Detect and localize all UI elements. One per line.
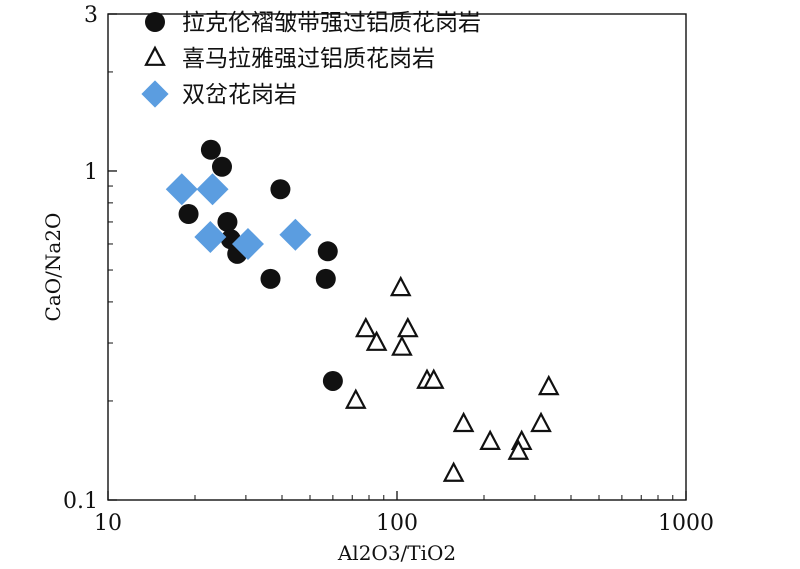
- triangle-point: [344, 388, 367, 409]
- circle-point: [200, 139, 221, 160]
- triangle-point: [537, 374, 560, 396]
- x-tick-label: 1000: [658, 511, 714, 536]
- legend-label: 喜马拉雅强过铝质花岗岩: [182, 46, 435, 72]
- legend-label: 拉克伦褶皱带强过铝质花岗岩: [182, 10, 481, 36]
- legend-diamond-marker: [141, 80, 169, 108]
- triangle-point: [452, 411, 475, 433]
- triangle-point: [507, 439, 530, 460]
- diamond-point: [196, 173, 229, 206]
- circle-point: [322, 370, 343, 391]
- circle-point: [178, 204, 199, 225]
- diamond-point: [231, 227, 264, 260]
- x-tick-label: 100: [376, 511, 418, 536]
- x-tick-label: 10: [94, 511, 122, 536]
- triangle-point: [530, 411, 552, 433]
- triangle-point: [396, 316, 419, 338]
- data-points: [165, 139, 560, 482]
- legend-triangle-marker: [144, 45, 166, 66]
- triangle-point: [422, 368, 445, 389]
- diamond-point: [194, 221, 227, 254]
- circle-point: [317, 241, 338, 262]
- circle-point: [270, 179, 291, 200]
- axis-ticks: 10 100 1000 0.1 1 3: [63, 3, 714, 536]
- x-axis-label: Al2O3/TiO2: [337, 541, 456, 565]
- triangle-point: [442, 461, 465, 482]
- triangle-point: [365, 330, 388, 351]
- legend-circle-marker: [145, 12, 165, 32]
- circle-point: [260, 268, 281, 289]
- triangle-point: [354, 316, 377, 338]
- y-tick-label: 1: [84, 160, 98, 185]
- triangle-point: [479, 429, 501, 450]
- circle-point: [211, 156, 232, 177]
- y-axis-label: CaO/Na2O: [41, 213, 65, 322]
- circle-point: [315, 268, 336, 289]
- y-tick-label: 0.1: [63, 489, 98, 514]
- triangle-point: [391, 335, 413, 356]
- legend-label: 双岔花岗岩: [182, 82, 297, 108]
- y-tick-label: 3: [84, 3, 98, 28]
- diamond-point: [279, 218, 312, 251]
- circle-point: [217, 211, 238, 232]
- diamond-point: [165, 173, 198, 206]
- triangle-point: [389, 275, 412, 297]
